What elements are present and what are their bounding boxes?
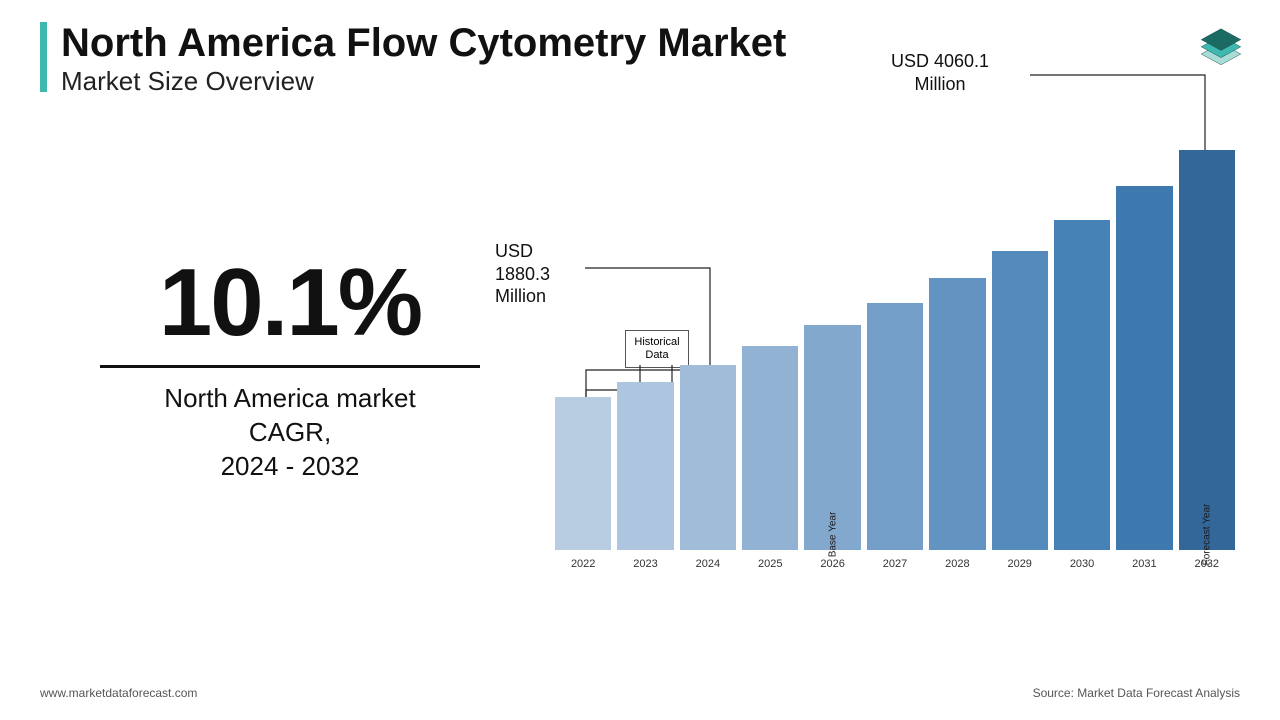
bar-rect-2022 — [555, 397, 611, 550]
bar-year-label: 2031 — [1132, 558, 1156, 570]
bar-2029: 2029 — [992, 251, 1048, 571]
bar-year-label: 2025 — [758, 558, 782, 570]
bar-rect-2023 — [617, 382, 673, 550]
bar-year-label: 2030 — [1070, 558, 1094, 570]
bar-2031: 2031 — [1116, 186, 1172, 570]
bar-2026: Base Year2026 — [804, 325, 860, 570]
bar-rect-2029 — [992, 251, 1048, 551]
bar-rect-2026: Base Year — [804, 325, 860, 550]
bar-rect-2030 — [1054, 220, 1110, 550]
bar-rect-2032: Forecast Year — [1179, 150, 1235, 550]
bars-container: 2022202320242025Base Year202620272028202… — [555, 170, 1235, 570]
bar-year-label: 2029 — [1007, 558, 1031, 570]
bar-rect-2028 — [929, 278, 985, 550]
bar-rect-2027 — [867, 303, 923, 550]
bar-year-label: 2022 — [571, 558, 595, 570]
bar-rect-2024 — [680, 365, 736, 550]
bar-2023: 2023 — [617, 382, 673, 570]
bar-rect-2031 — [1116, 186, 1172, 550]
footer-website: www.marketdataforecast.com — [40, 686, 197, 700]
bar-2028: 2028 — [929, 278, 985, 570]
market-size-bar-chart: 2022202320242025Base Year202620272028202… — [555, 145, 1235, 600]
bar-2030: 2030 — [1054, 220, 1110, 570]
bar-2027: 2027 — [867, 303, 923, 570]
bar-2025: 2025 — [742, 346, 798, 570]
bar-2022: 2022 — [555, 397, 611, 570]
bar-year-label: 2027 — [883, 558, 907, 570]
bar-2032: Forecast Year2032 — [1179, 150, 1235, 570]
bar-inner-label: Base Year — [827, 512, 838, 558]
footer-source: Source: Market Data Forecast Analysis — [1033, 686, 1240, 700]
bar-year-label: 2028 — [945, 558, 969, 570]
bar-rect-2025 — [742, 346, 798, 550]
bar-year-label: 2023 — [633, 558, 657, 570]
bar-2024: 2024 — [680, 365, 736, 570]
bar-year-label: 2024 — [696, 558, 720, 570]
bar-inner-label: Forecast Year — [1201, 504, 1212, 566]
bar-year-label: 2026 — [820, 558, 844, 570]
